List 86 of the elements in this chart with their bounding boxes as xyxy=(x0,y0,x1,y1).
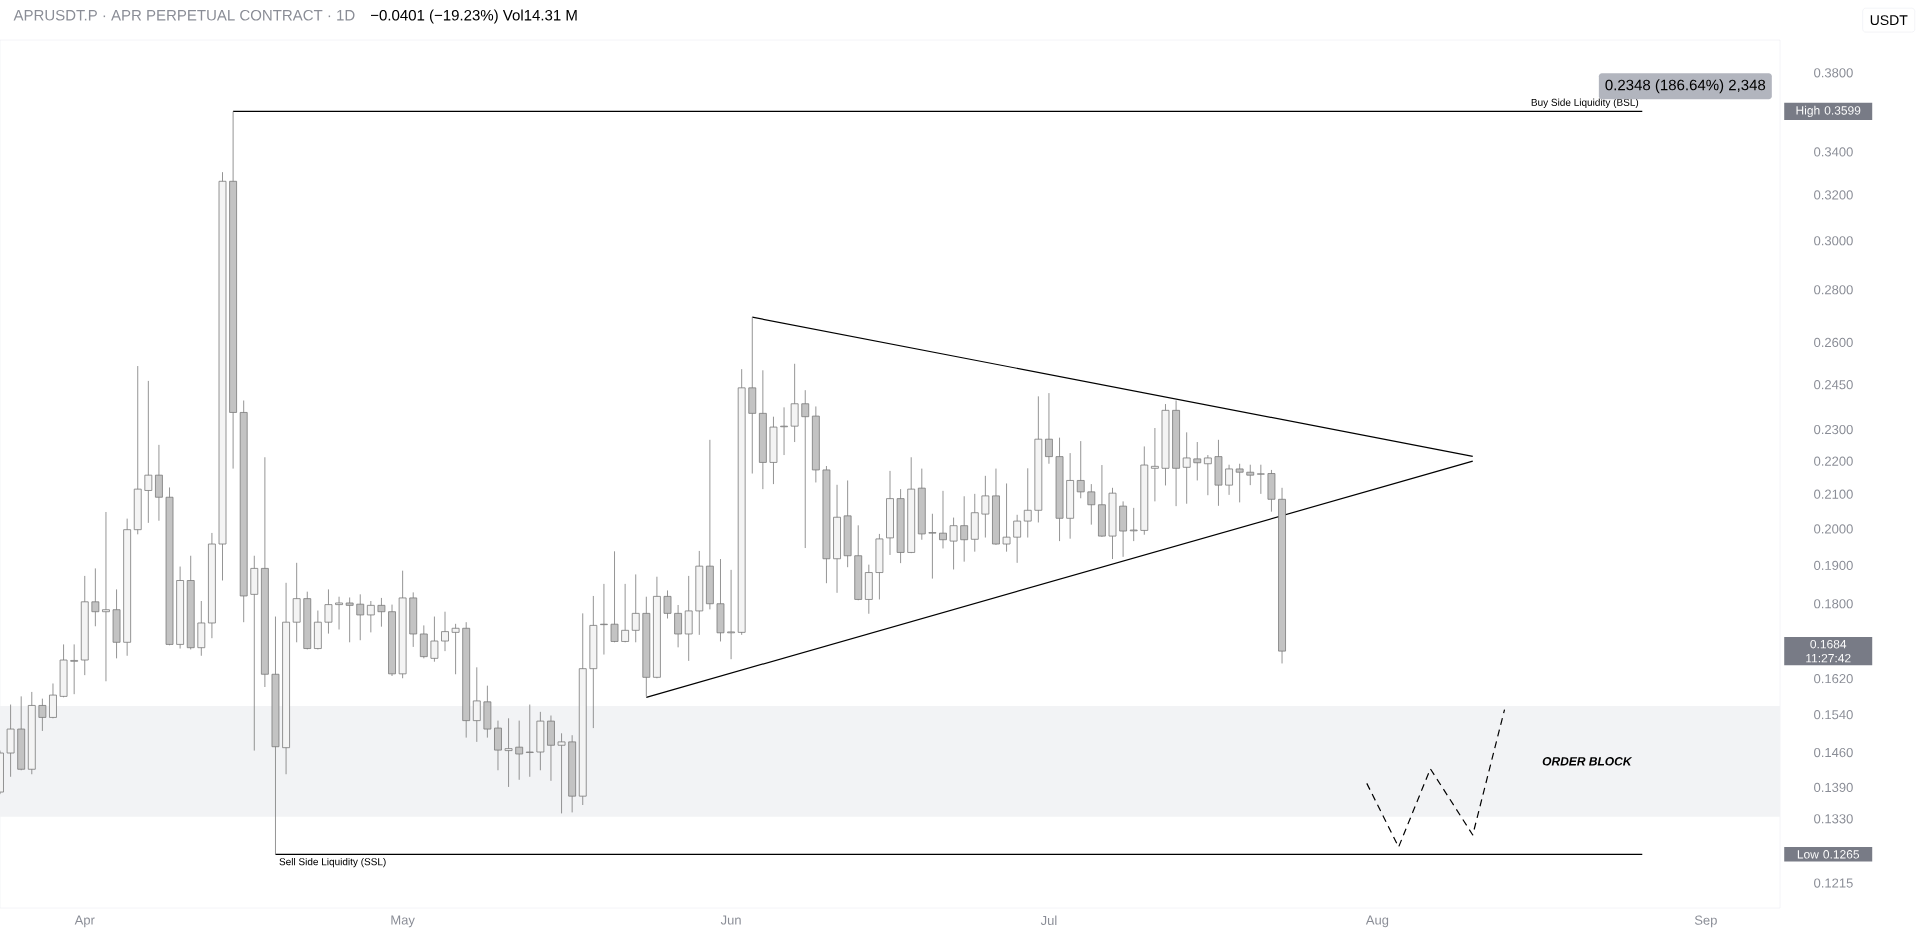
y-tick-label: 0.2000 xyxy=(1814,524,1853,534)
candlestick xyxy=(515,720,524,781)
candlestick xyxy=(1002,483,1011,553)
y-tick-label: 0.3000 xyxy=(1814,236,1853,246)
y-tick-label: 0.3400 xyxy=(1814,147,1853,157)
candlestick xyxy=(960,495,969,563)
x-tick-label: May xyxy=(391,915,415,928)
annotation: 0.2348 (186.64%) 2,348 xyxy=(1605,79,1766,94)
candlestick xyxy=(928,513,937,579)
candlestick xyxy=(441,611,449,652)
candlestick xyxy=(1023,467,1032,538)
y-tick-label: 0.1900 xyxy=(1814,560,1853,570)
x-tick-label: Aug xyxy=(1365,915,1389,928)
series-label: Buy Side Liquidity (BSL) xyxy=(1531,98,1639,108)
y-tick-label: 0.1540 xyxy=(1814,710,1853,720)
candlestick xyxy=(1235,463,1244,503)
candlestick xyxy=(377,597,386,628)
y-tick-label: 0.2200 xyxy=(1814,456,1853,466)
candlestick xyxy=(663,590,672,619)
text: Low 0.1265 xyxy=(1797,850,1860,859)
candlestick xyxy=(1256,464,1265,495)
candlestick xyxy=(939,490,947,549)
candlestick xyxy=(981,475,990,538)
candlestick xyxy=(366,600,375,633)
candlestick xyxy=(1182,431,1191,505)
candlestick xyxy=(1087,483,1096,526)
chart-subtitle: −0.0401 (−19.23%) Vol14.31 M xyxy=(370,9,577,24)
candlestick xyxy=(1013,514,1022,564)
candlestick xyxy=(345,597,354,643)
text: High 0.3599 xyxy=(1796,105,1861,118)
candlestick xyxy=(1129,507,1138,542)
y-tick-label: 0.1390 xyxy=(1814,782,1853,793)
y-tick-label: 0.2300 xyxy=(1814,424,1853,435)
x-tick-label: Jul xyxy=(1040,915,1057,926)
candlestick xyxy=(292,562,301,643)
candlestick xyxy=(144,380,153,524)
candlestick xyxy=(102,511,110,682)
candlestick xyxy=(494,720,502,771)
candlestick xyxy=(1193,441,1202,481)
candlestick xyxy=(70,644,79,695)
candlestick xyxy=(335,596,343,630)
candlestick xyxy=(91,568,100,627)
y-axis-title: USDT xyxy=(1870,15,1908,26)
y-tick-label: 0.1620 xyxy=(1814,674,1853,684)
y-tick-label: 0.1330 xyxy=(1814,814,1853,824)
series-label: Sell Side Liquidity (SSL) xyxy=(279,857,386,868)
candlestick xyxy=(801,389,810,549)
candlestick xyxy=(430,616,439,663)
candlestick xyxy=(790,363,799,443)
candlestick xyxy=(631,574,640,643)
candlestick xyxy=(419,624,428,659)
y-tick-label: 0.2100 xyxy=(1814,489,1853,499)
candlestick xyxy=(610,550,619,643)
candlestick xyxy=(1246,464,1255,486)
candlestick xyxy=(1045,392,1053,465)
candlestick xyxy=(621,583,630,643)
candlestick xyxy=(356,593,365,641)
text: 0.1684 11:27:42 xyxy=(1806,639,1851,663)
candlestick xyxy=(324,588,333,635)
chart-title: APRUSDT.P · APR PERPETUAL CONTRACT · 1D xyxy=(13,9,355,21)
candlestick xyxy=(1225,464,1233,496)
y-tick-label: 0.2600 xyxy=(1814,337,1853,348)
candlestick xyxy=(504,717,513,788)
y-tick-label: 0.2450 xyxy=(1814,380,1853,390)
candlestick xyxy=(684,575,693,662)
candlestick xyxy=(674,604,682,648)
candlestick xyxy=(727,569,735,660)
y-tick-label: 0.3200 xyxy=(1814,190,1853,200)
candlestick xyxy=(1151,427,1159,502)
candlestick xyxy=(451,623,460,675)
y-tick-label: 0.3800 xyxy=(1814,68,1853,78)
x-tick-label: Apr xyxy=(74,915,95,928)
y-tick-label: 0.1800 xyxy=(1814,599,1853,609)
candlestick xyxy=(557,732,566,814)
candlestick xyxy=(38,698,47,732)
candlestick xyxy=(1203,454,1212,496)
x-tick-label: Jun xyxy=(720,915,741,925)
candlestick xyxy=(1076,440,1085,499)
candlestick xyxy=(155,444,163,522)
y-tick-label: 0.1460 xyxy=(1814,747,1853,758)
y-tick-label: 0.1215 xyxy=(1814,878,1853,888)
band-label: ORDER BLOCK xyxy=(1542,757,1633,766)
x-tick-label: Sep xyxy=(1694,915,1717,928)
candlestick xyxy=(949,517,958,570)
line-series xyxy=(1366,708,1506,848)
y-tick-label: 0.2800 xyxy=(1814,285,1853,295)
